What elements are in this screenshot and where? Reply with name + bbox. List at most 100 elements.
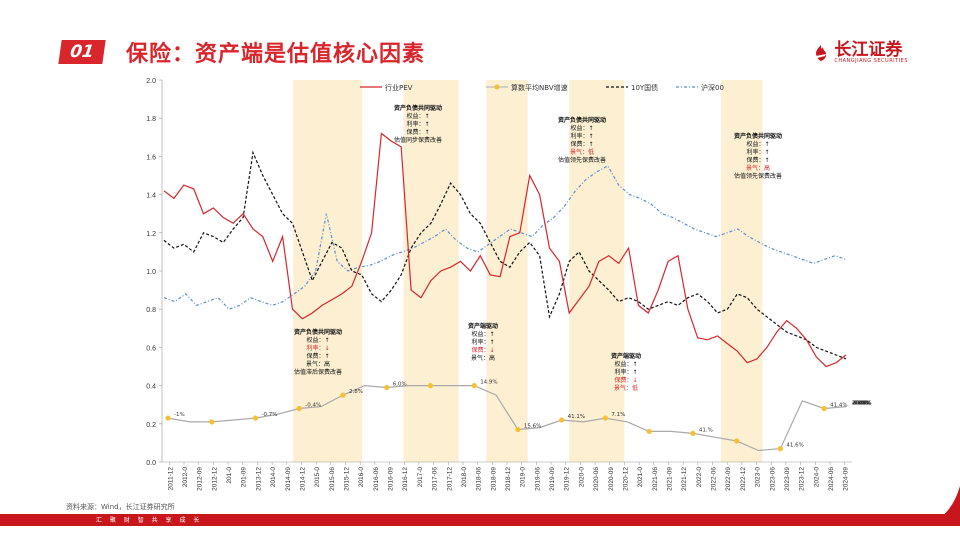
annotation-line: 资产负债共同驱动	[394, 104, 442, 112]
legend-label: 沪深00	[701, 83, 724, 92]
legend-label: 行业PEV	[385, 83, 413, 92]
y-tick-label: 1.4	[146, 193, 156, 200]
legend-label: 10Y国债	[631, 83, 658, 92]
x-tick-label: 2018-12	[505, 467, 512, 491]
nbv-data-label: 27.6%	[852, 401, 869, 407]
x-tick-label: 2013-12	[255, 467, 262, 491]
nbv-point	[296, 405, 302, 412]
legend-item: 算数平均NBV增速	[486, 83, 568, 92]
x-tick-label: 2019-09	[549, 467, 556, 491]
x-tick-label: 2023-12	[799, 467, 806, 491]
annotation-line: 权益：↑	[471, 330, 494, 338]
y-tick-label: 0.8	[146, 307, 156, 314]
x-tick-label: 2020-06	[593, 467, 600, 491]
x-tick-label: 2021-06	[652, 467, 659, 491]
x-tick-label: 2018-06	[476, 467, 483, 491]
x-tick-label: 2019-12	[564, 467, 571, 491]
x-tick-label: 2017-06	[432, 467, 439, 491]
x-tick-label: 2012-12	[211, 467, 218, 491]
highlight-band	[569, 80, 625, 462]
x-tick-label: 2023-06	[769, 467, 776, 491]
nbv-point	[690, 430, 696, 436]
annotation-line: 保费：↑	[406, 128, 429, 136]
nbv-data-label: 41.4%	[830, 403, 847, 409]
annotation-line: 估值领先保费改善	[558, 156, 606, 164]
series-bond-line	[163, 150, 847, 360]
legend-label: 算数平均NBV增速	[511, 83, 568, 92]
x-tick-label: 2012-0	[182, 467, 189, 488]
x-tick-label: 201-09	[241, 467, 248, 488]
annotation-line: 利率：↑	[614, 368, 637, 376]
x-tick-label: 2018-0	[461, 467, 468, 488]
x-tick-label: 2011-12	[167, 467, 174, 491]
nbv-data-label: 15.6%	[524, 424, 541, 430]
x-tick-label: 2015-06	[329, 467, 336, 491]
highlight-band	[403, 80, 459, 462]
legend-item: 10Y国债	[606, 83, 658, 92]
annotation-line: 资产端驱动	[611, 352, 641, 360]
y-tick-label: 1.2	[146, 231, 156, 238]
x-tick-label: 2016-09	[388, 467, 395, 491]
x-tick-label: 2014-0	[270, 467, 277, 488]
logo-flame-icon	[816, 45, 827, 61]
x-tick-label: 2016-06	[373, 467, 380, 491]
x-tick-label: 2014-09	[285, 467, 292, 491]
x-tick-label: 2019-0	[520, 467, 527, 488]
nbv-point	[821, 405, 827, 412]
nbv-data-label: -25.%	[852, 401, 868, 407]
logo-name: 长江证券	[834, 40, 903, 60]
annotation-line: 资产端驱动	[468, 322, 498, 330]
annotation-line: 权益：↑	[306, 336, 329, 344]
y-tick-label: 0.6	[146, 345, 156, 352]
x-tick-label: 2024-0	[813, 467, 820, 488]
nbv-data-label: 7.1%	[611, 412, 625, 418]
annotation-line: 景气：高	[306, 360, 330, 368]
y-tick-label: 0.0	[146, 460, 156, 467]
annotation-line: 利率：↓	[306, 344, 329, 352]
highlight-band	[720, 80, 763, 462]
x-tick-label: 2022-06	[711, 467, 718, 491]
nbv-point	[515, 426, 521, 433]
annotation-line: 保费：↑	[746, 156, 769, 164]
annotation-line: 资产负债共同驱动	[294, 328, 342, 336]
nbv-point	[646, 428, 652, 435]
nbv-point	[427, 383, 434, 389]
x-tick-label: 2018-09	[490, 467, 497, 491]
nbv-data-label: -0.7%	[261, 412, 277, 418]
nbv-point	[252, 415, 259, 421]
source-note: 资料来源：Wind，长江证券研究所	[66, 503, 175, 511]
footer-curve	[920, 486, 960, 526]
y-tick-label: 1.8	[146, 116, 156, 123]
company-logo: 长江证券 CHANGJIANG SECURITIES	[812, 42, 908, 64]
nbv-point	[777, 446, 783, 452]
highlight-band	[293, 80, 363, 462]
annotation-line: 权益：↑	[570, 124, 593, 132]
x-tick-label: 2020-0	[578, 467, 585, 488]
annotation-line: 权益：↑	[614, 360, 637, 368]
x-tick-label: 201-0	[226, 467, 233, 484]
nbv-data-label: 6.0%	[393, 382, 407, 388]
nbv-data-label: -0.4%	[305, 403, 321, 409]
x-tick-label: 2016-12	[402, 467, 409, 491]
nbv-data-label: 2.8%	[349, 389, 363, 395]
y-tick-label: 0.2	[146, 422, 156, 429]
x-tick-label: 2015-0	[314, 467, 321, 488]
nbv-point	[471, 383, 477, 389]
x-tick-label: 2019-06	[534, 467, 541, 491]
y-tick-label: 0.4	[146, 384, 156, 391]
x-tick-label: 2015-12	[344, 467, 351, 491]
y-tick-label: 1.0	[146, 269, 156, 276]
nbv-data-label: -15%	[852, 401, 866, 407]
annotation-line: 景气：高	[746, 164, 770, 172]
legend-item: 沪深00	[676, 83, 724, 92]
x-tick-label: 2017-0	[417, 467, 424, 488]
nbv-data-label: 41.6%	[786, 443, 803, 449]
logo-sub: CHANGJIANG SECURITIES	[834, 58, 908, 64]
nbv-data-label: 2.6%	[852, 401, 866, 407]
x-tick-label: 2021-12	[681, 467, 688, 491]
x-tick-label: 2023-0	[755, 467, 762, 488]
highlight-band	[486, 80, 528, 462]
annotation-line: 估值领先保费改善	[734, 172, 782, 180]
annotation-line: 权益：↑	[406, 112, 429, 120]
